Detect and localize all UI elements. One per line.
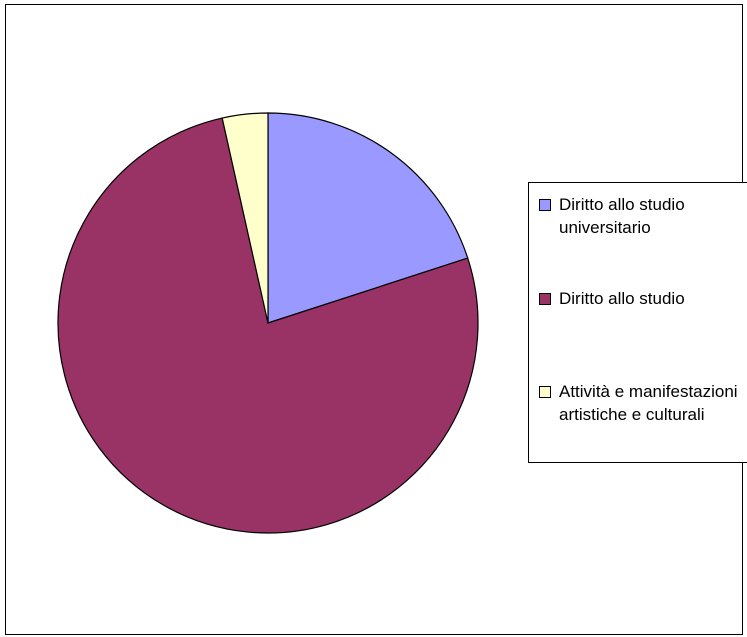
legend-swatch-universitario [539, 199, 551, 211]
legend-item-universitario: Diritto allo studio universitario [539, 193, 747, 239]
chart-legend: Diritto allo studio universitario Diritt… [528, 182, 747, 463]
pie-slice-attivita [221, 112, 269, 324]
pie-slice-universitario [267, 112, 469, 324]
legend-label-diritto-studio: Diritto allo studio [559, 289, 685, 308]
legend-label-universitario: Diritto allo studio universitario [559, 195, 685, 237]
legend-label-attivita: Attività e manifestazioni artistiche e c… [559, 382, 738, 424]
legend-swatch-diritto-studio [539, 293, 551, 305]
pie-slice-diritto-studio [57, 117, 479, 534]
legend-swatch-attivita [539, 386, 551, 398]
legend-item-diritto-studio: Diritto allo studio [539, 287, 747, 310]
pie-slices [57, 112, 479, 534]
legend-item-attivita: Attività e manifestazioni artistiche e c… [539, 380, 747, 426]
